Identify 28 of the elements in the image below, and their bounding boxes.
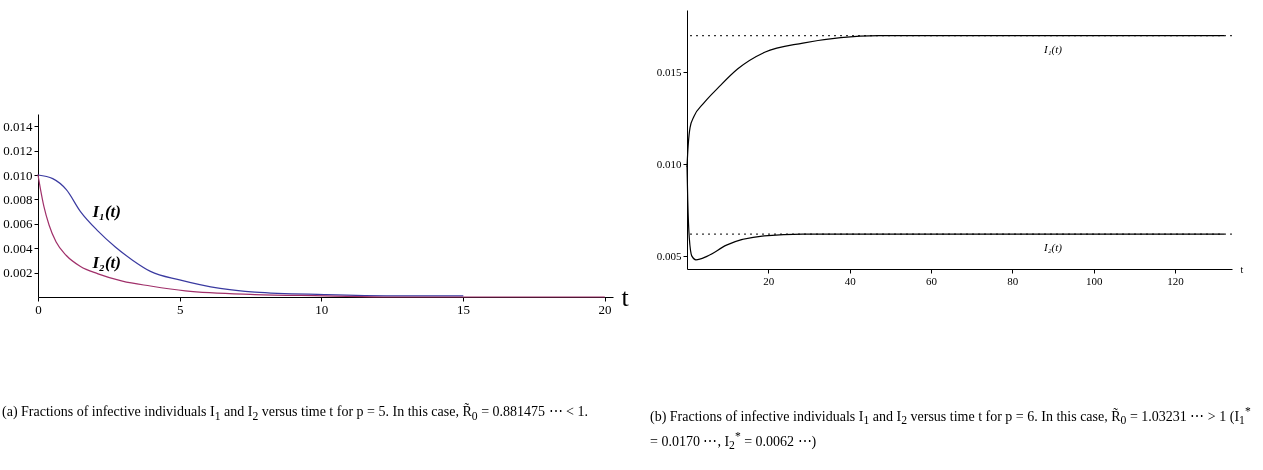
y-tick-label: 0.010 xyxy=(3,167,33,183)
series-label: I₁(t) xyxy=(1043,42,1063,56)
x-tick-label: 80 xyxy=(1007,274,1019,287)
y-tick-label: 0.005 xyxy=(656,249,682,262)
x-axis-title: t xyxy=(621,282,630,312)
x-tick-label: 5 xyxy=(176,301,184,317)
x-tick-label: 40 xyxy=(844,274,857,287)
x-tick-label: 10 xyxy=(315,301,329,317)
y-tick-label: 0.002 xyxy=(3,265,33,281)
x-tick-label: 20 xyxy=(598,301,612,317)
x-tick-label: 20 xyxy=(763,274,775,287)
series-label: I₂(t) xyxy=(1043,241,1063,255)
series-label: I₁(t) xyxy=(91,201,121,221)
x-axis-title: t xyxy=(1240,263,1244,275)
y-tick-label: 0.014 xyxy=(3,118,33,134)
y-tick-label: 0.012 xyxy=(3,143,33,159)
y-tick-label: 0.008 xyxy=(3,191,33,207)
y-tick-label: 0.004 xyxy=(3,240,33,256)
x-tick-label: 0 xyxy=(35,301,42,317)
y-tick-label: 0.006 xyxy=(3,216,33,232)
x-tick-label: 100 xyxy=(1085,274,1103,287)
text: (a) Fractions of infective individuals I$_{1}$ and I$_{2}$ versus time t for p = 5. In this case, R̃$_{0}$ = 0.881475 ⋯ < 1. xyxy=(2,404,589,425)
x-tick-label: 60 xyxy=(926,274,938,287)
x-tick-label: 120 xyxy=(1167,274,1185,287)
x-tick-label: 15 xyxy=(456,301,470,317)
series-label: I₂(t) xyxy=(91,252,121,272)
y-tick-label: 0.010 xyxy=(656,157,682,170)
y-tick-label: 0.015 xyxy=(656,65,682,78)
